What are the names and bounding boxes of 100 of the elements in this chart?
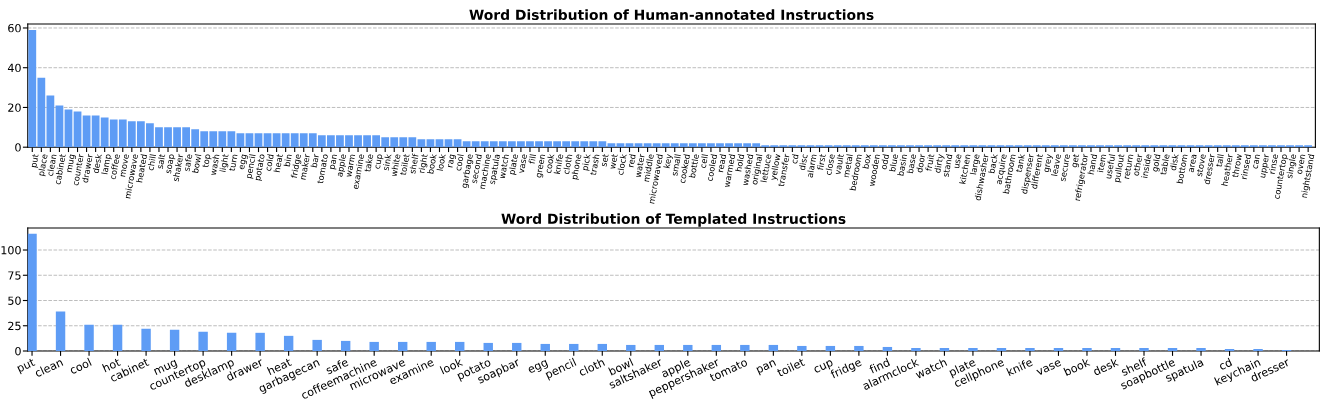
- x-tick-label: secure: [1060, 154, 1071, 182]
- x-tick-label: knife: [1006, 357, 1034, 377]
- x-tick-label: clean: [46, 154, 57, 177]
- bar: [283, 335, 294, 351]
- bar: [825, 345, 836, 351]
- x-tick-label: heat: [273, 153, 283, 173]
- x-tick-label: sink: [382, 153, 392, 171]
- bar: [854, 345, 864, 351]
- x-tick-label: mug: [67, 154, 77, 173]
- x-tick-label: bar: [310, 153, 320, 168]
- bar: [512, 342, 522, 351]
- x-tick-label: cup: [375, 154, 384, 170]
- bar: [27, 233, 37, 351]
- x-tick-label: book: [427, 153, 437, 174]
- x-tick-label: other: [1132, 153, 1143, 176]
- bar: [444, 139, 453, 148]
- x-tick-label: desk: [92, 153, 102, 174]
- x-tick-label: chill: [147, 154, 157, 171]
- bar: [369, 341, 379, 351]
- bar: [654, 344, 665, 351]
- bar: [55, 105, 64, 148]
- bar: [643, 143, 652, 148]
- x-tick-label: salt: [156, 153, 166, 169]
- bar: [768, 344, 779, 351]
- x-tick-label: stove: [1196, 153, 1206, 177]
- bar: [968, 347, 978, 351]
- x-tick-label: grey: [1044, 153, 1054, 173]
- x-tick-label: green: [536, 154, 547, 179]
- x-tick-label: rinsed: [1240, 154, 1252, 180]
- bar: [1082, 347, 1092, 351]
- x-tick-label: red: [627, 154, 636, 168]
- x-tick-label: return: [1123, 154, 1134, 179]
- x-tick-label: read: [716, 154, 727, 173]
- chart-title: Word Distribution of Templated Instructions: [501, 213, 846, 227]
- bar: [73, 111, 82, 148]
- x-tick-label: vase: [1036, 359, 1062, 376]
- x-tick-label: apple: [336, 153, 348, 178]
- bar: [939, 347, 950, 351]
- x-tick-label: safe: [183, 153, 193, 172]
- bar: [254, 133, 263, 148]
- bar: [198, 331, 208, 351]
- y-tick-label: 50: [8, 296, 21, 305]
- x-tick-label: key: [663, 153, 674, 169]
- bar: [255, 332, 265, 351]
- x-tick-label: put: [30, 153, 41, 168]
- bar: [1253, 348, 1263, 351]
- bar: [1139, 347, 1149, 351]
- x-tick-label: area: [1189, 154, 1197, 173]
- bar: [996, 347, 1007, 351]
- bar: [634, 143, 643, 148]
- x-tick-label: item: [1096, 154, 1107, 173]
- bar: [455, 341, 465, 351]
- x-tick-label: look: [436, 153, 446, 171]
- x-tick-label: bottle: [688, 153, 700, 178]
- x-tick-label: drawer: [81, 153, 93, 183]
- bar: [569, 343, 579, 351]
- x-tick-label: bowl: [191, 154, 202, 174]
- bar: [1167, 347, 1178, 351]
- bar: [263, 133, 272, 148]
- x-tick-label: back: [988, 153, 998, 174]
- bar: [312, 339, 322, 351]
- x-tick-label: put: [16, 357, 37, 375]
- x-tick-label: plate: [508, 153, 520, 175]
- bar: [1196, 347, 1206, 351]
- x-tick-label: clean: [34, 357, 64, 378]
- bar: [683, 344, 693, 351]
- x-tick-label: wet: [609, 153, 618, 170]
- bar: [740, 344, 750, 351]
- x-tick-label: fruit: [925, 153, 935, 172]
- x-tick-label: cloth: [562, 154, 573, 175]
- x-tick-label: leave: [1051, 153, 1062, 177]
- x-tick-label: base: [906, 153, 917, 174]
- x-tick-label: hold: [735, 154, 745, 172]
- x-tick-label: desk: [1092, 357, 1120, 376]
- x-tick-label: throw: [1231, 153, 1243, 178]
- bar: [616, 143, 625, 148]
- x-tick-label: inside: [1141, 153, 1152, 179]
- bar: [340, 340, 351, 351]
- bar: [112, 324, 123, 351]
- x-tick-label: hand: [1087, 154, 1098, 175]
- x-tick-label: pan: [756, 359, 778, 376]
- bar: [607, 143, 616, 148]
- bar: [272, 133, 281, 148]
- x-tick-label: cold: [264, 154, 274, 172]
- y-tick-label: 100: [1, 245, 21, 255]
- y-tick-label: 20: [8, 103, 21, 112]
- x-tick-label: potato: [254, 153, 267, 181]
- bar: [245, 133, 254, 148]
- x-tick-label: book: [1063, 357, 1091, 377]
- y-tick-label: 75: [8, 271, 21, 280]
- y-tick-label: 25: [8, 321, 21, 331]
- bar: [483, 342, 493, 351]
- bar: [435, 139, 444, 148]
- bar: [426, 139, 435, 148]
- x-tick-label: pan: [329, 154, 339, 170]
- x-tick-label: odd: [880, 154, 890, 170]
- x-tick-label: knife: [553, 153, 564, 174]
- bar: [82, 115, 91, 148]
- bar: [84, 324, 94, 351]
- bar: [797, 345, 807, 351]
